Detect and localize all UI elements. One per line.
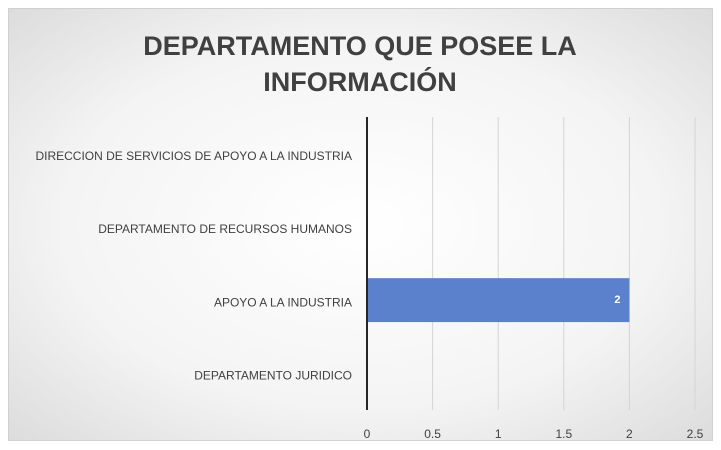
x-tick-label: 1 xyxy=(495,427,502,441)
chart-frame xyxy=(8,8,713,441)
x-tick-label: 0.5 xyxy=(424,427,441,441)
y-tick-label: DEPARTAMENTO DE RECURSOS HUMANOS xyxy=(98,222,352,236)
y-tick-label: DEPARTAMENTO JURIDICO xyxy=(194,369,352,383)
x-tick-label: 2.5 xyxy=(687,427,704,441)
chart-title: DEPARTAMENTO QUE POSEE LA INFORMACIÓN xyxy=(143,31,577,97)
y-tick-label: APOYO A LA INDUSTRIA xyxy=(214,295,352,309)
x-tick-label: 0 xyxy=(364,427,371,441)
data-label: 2 xyxy=(614,294,620,306)
x-tick-label: 1.5 xyxy=(555,427,572,441)
x-tick-label: 2 xyxy=(626,427,633,441)
y-tick-label: DIRECCION DE SERVICIOS DE APOYO A LA IND… xyxy=(35,149,352,163)
bar xyxy=(367,278,630,323)
